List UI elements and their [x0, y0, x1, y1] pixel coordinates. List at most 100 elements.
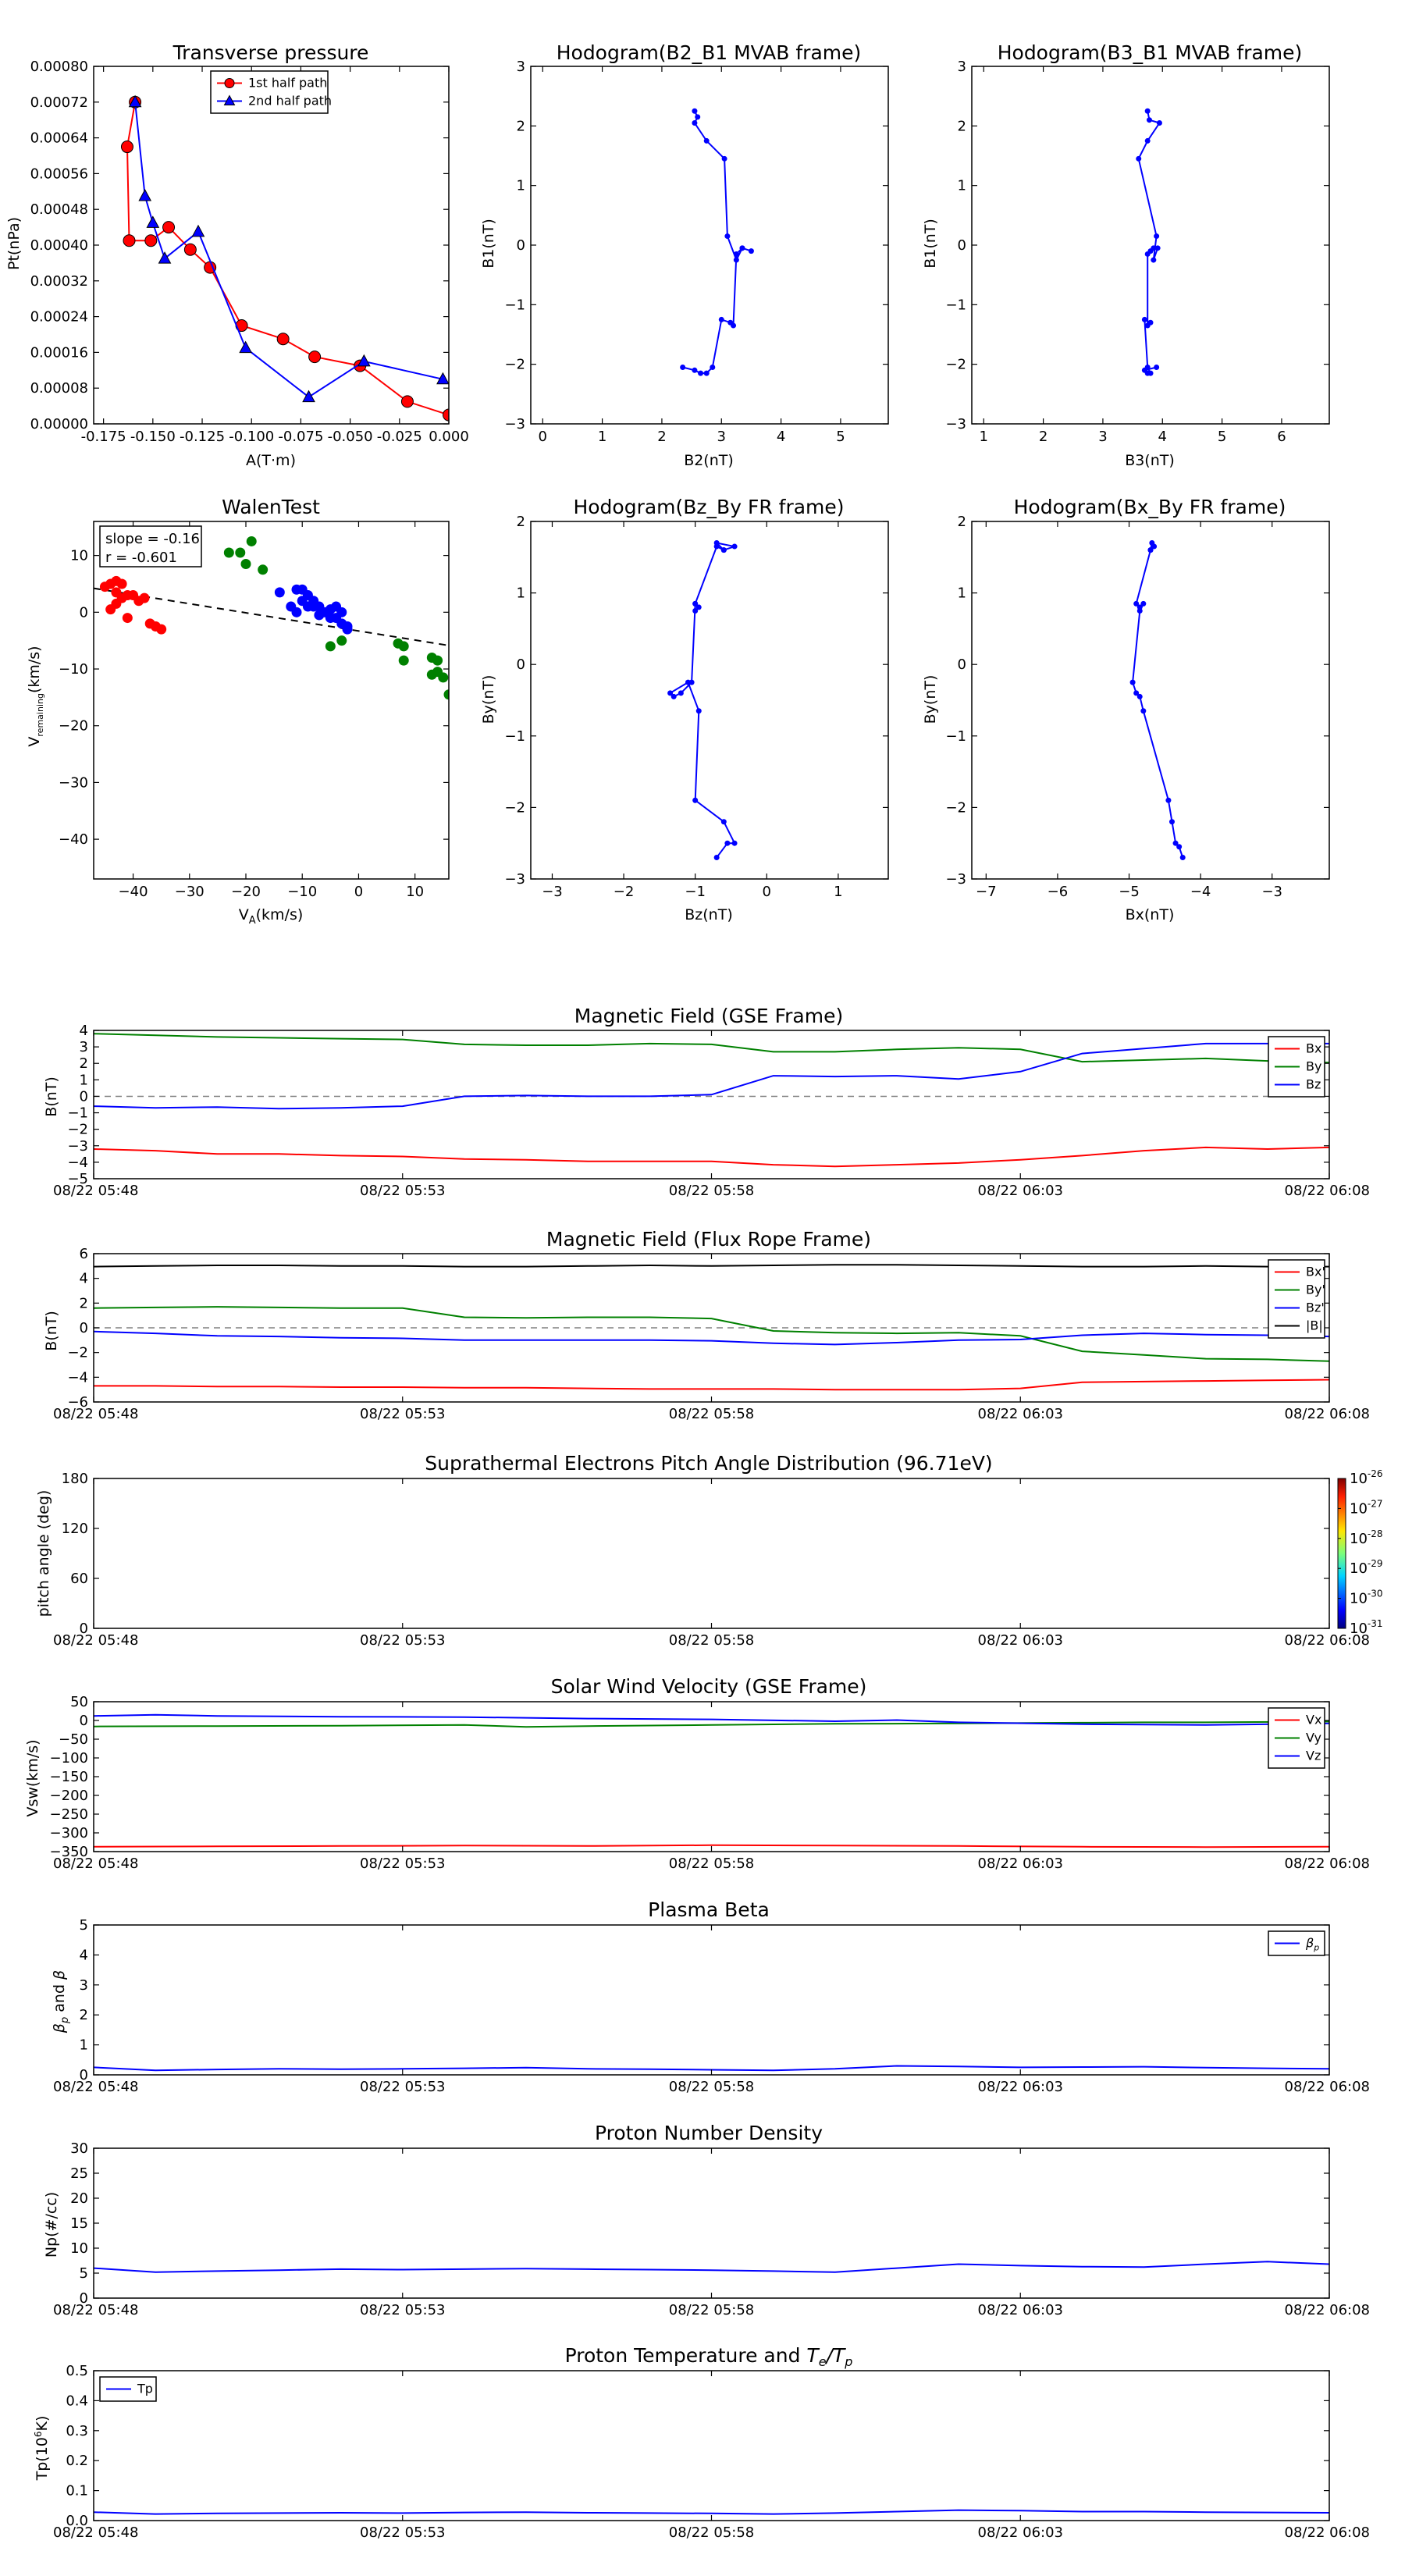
- x-tick-label: 08/22 05:48: [53, 2302, 138, 2318]
- data-point: [1154, 245, 1161, 251]
- x-ticks: 08/22 05:48 08/22 05:53 08/22 05:58 08/22 0…: [53, 2371, 1370, 2541]
- x-tick-label: 08/22 05:48: [53, 2524, 138, 2541]
- data-point: [276, 333, 290, 346]
- y-ticks: 0.00000 0.00008 0.00016 0.00024 0.00032 0.000…: [30, 59, 449, 432]
- data-point: [258, 564, 269, 575]
- y-tick-label: 120: [62, 1521, 88, 1537]
- x-tick-label: 5: [836, 429, 845, 445]
- legend: Vx Vy Vz: [1268, 1707, 1325, 1769]
- x-tick-label: 3: [717, 429, 726, 445]
- hodogram-b3-b1-plot: −3 −2 −1 0 1 2 3 1 2 3 4 5 6: [945, 59, 1330, 445]
- series-2nd-half-path: [128, 94, 449, 403]
- x-axis-label: VA(km/s): [239, 906, 304, 927]
- data-point: [713, 543, 720, 550]
- y-ticks: 0 1 2 3 4 5: [80, 1917, 1329, 2083]
- y-tick-label: 0: [517, 237, 525, 254]
- series-0: [1136, 108, 1162, 376]
- axes-frame: [93, 2147, 1330, 2299]
- y-tick-label: 1: [517, 585, 525, 602]
- annotation-text: r = -0.601: [105, 550, 177, 566]
- series-line: [94, 1042, 1329, 1110]
- data-point: [1179, 855, 1186, 861]
- proton-temperature-plot: 0.0 0.1 0.2 0.3 0.4 0.5 08/22 05:48 08/22 05:53…: [53, 2363, 1370, 2541]
- x-tick-label: 08/22 06:03: [978, 2524, 1063, 2541]
- legend: βp: [1268, 1930, 1325, 1956]
- data-point: [727, 319, 734, 326]
- y-tick-label: 0.0: [66, 2513, 88, 2529]
- panel-magnetic-field-flux-rope: Magnetic Field (Flux Rope Frame) −6−4−20…: [43, 1228, 1370, 1422]
- data-point: [111, 587, 122, 598]
- x-tick-label: 0: [763, 884, 771, 900]
- data-point: [432, 655, 443, 666]
- data-point: [120, 141, 133, 154]
- data-point: [144, 234, 158, 247]
- y-tick-label: −1: [945, 297, 966, 313]
- y-tick-label: 0.00008: [30, 380, 88, 397]
- y-tick-label: 0.3: [66, 2423, 88, 2439]
- y-tick-label: −1: [67, 1105, 88, 1122]
- y-tick-label: 2: [517, 118, 525, 134]
- data-point: [239, 340, 252, 354]
- y-tick-label: 3: [80, 1977, 88, 1994]
- y-tick-label: −200: [50, 1788, 88, 1804]
- data-point: [122, 613, 133, 624]
- y-tick-label: 0: [80, 1621, 88, 1637]
- x-tick-label: 5: [1218, 429, 1226, 445]
- panel-title-text: Proton Temperature and: [565, 2344, 807, 2367]
- panel-hodogram-bx-by: Hodogram(Bx_By FR frame) −3 −2 −1 0 1 2 −7 −6 −5…: [922, 496, 1330, 923]
- y-tick-label: −30: [59, 774, 88, 791]
- y-tick-label: 1: [80, 1072, 88, 1088]
- legend-label: Vz: [1306, 1749, 1321, 1763]
- data-point: [302, 390, 315, 403]
- data-point: [710, 364, 716, 370]
- legend-label: 2nd half path: [248, 94, 332, 109]
- y-axis-label: Vremaining(km/s): [26, 646, 45, 746]
- y-tick-label: 4: [80, 1271, 88, 1287]
- y-tick-label: −2: [945, 357, 966, 373]
- x-tick-label: -0.075: [278, 429, 323, 445]
- x-tick-label: 08/22 05:53: [360, 2524, 445, 2541]
- panel-hodogram-b2-b1: Hodogram(B2_B1 MVAB frame) −3 −2 −1 0 1 2 3 0 1 2…: [480, 41, 889, 469]
- data-point: [274, 587, 285, 598]
- x-tick-label: 3: [1098, 429, 1107, 445]
- y-tick-label: −2: [504, 799, 525, 816]
- series-vz: [94, 1713, 1329, 1726]
- data-point: [123, 234, 136, 247]
- x-tick-label: −1: [685, 884, 706, 900]
- data-point: [1144, 137, 1151, 144]
- y-tick-label: −3: [945, 416, 966, 432]
- y-tick-label: 0: [958, 656, 966, 673]
- series-line: [94, 1844, 1329, 1848]
- x-tick-label: 08/22 05:58: [669, 1406, 754, 1422]
- data-point: [1176, 844, 1183, 850]
- series-line: [94, 1720, 1329, 1728]
- data-point: [342, 624, 353, 635]
- series-line: [134, 101, 443, 398]
- x-ticks: 08/22 05:48 08/22 05:53 08/22 05:58 08/22 0…: [53, 1254, 1370, 1422]
- data-point: [1154, 233, 1160, 240]
- y-tick-label: −1: [504, 728, 525, 745]
- x-ticks: −7 −6 −5 −4 −3: [976, 521, 1282, 900]
- data-point: [1140, 708, 1147, 714]
- data-point: [146, 215, 160, 228]
- data-point: [223, 547, 234, 558]
- x-tick-label: 1: [980, 429, 988, 445]
- x-tick-label: 6: [1277, 429, 1286, 445]
- data-point: [718, 316, 724, 322]
- y-axis-label: βp and β: [51, 1970, 71, 2033]
- series-line: [94, 1379, 1329, 1391]
- y-tick-label: 0: [80, 604, 88, 621]
- data-point: [1147, 319, 1154, 326]
- panel-title: Hodogram(B3_B1 MVAB frame): [998, 41, 1303, 64]
- walen-test-plot: −40 −30 −20 −10 0 10 −40 −30 −20 −10 0 10 slope = -0…: [59, 521, 450, 900]
- axes-frame: [93, 2370, 1330, 2521]
- legend-label: Vy: [1306, 1731, 1321, 1745]
- x-tick-label: 1: [834, 884, 842, 900]
- colorbar-tick-label: 10-27: [1350, 1498, 1383, 1517]
- x-tick-label: −3: [542, 884, 563, 900]
- y-tick-label: −50: [59, 1731, 88, 1748]
- series-bx-: [94, 1379, 1329, 1391]
- data-point: [724, 840, 731, 846]
- x-tick-label: 08/22 06:08: [1285, 1856, 1370, 1872]
